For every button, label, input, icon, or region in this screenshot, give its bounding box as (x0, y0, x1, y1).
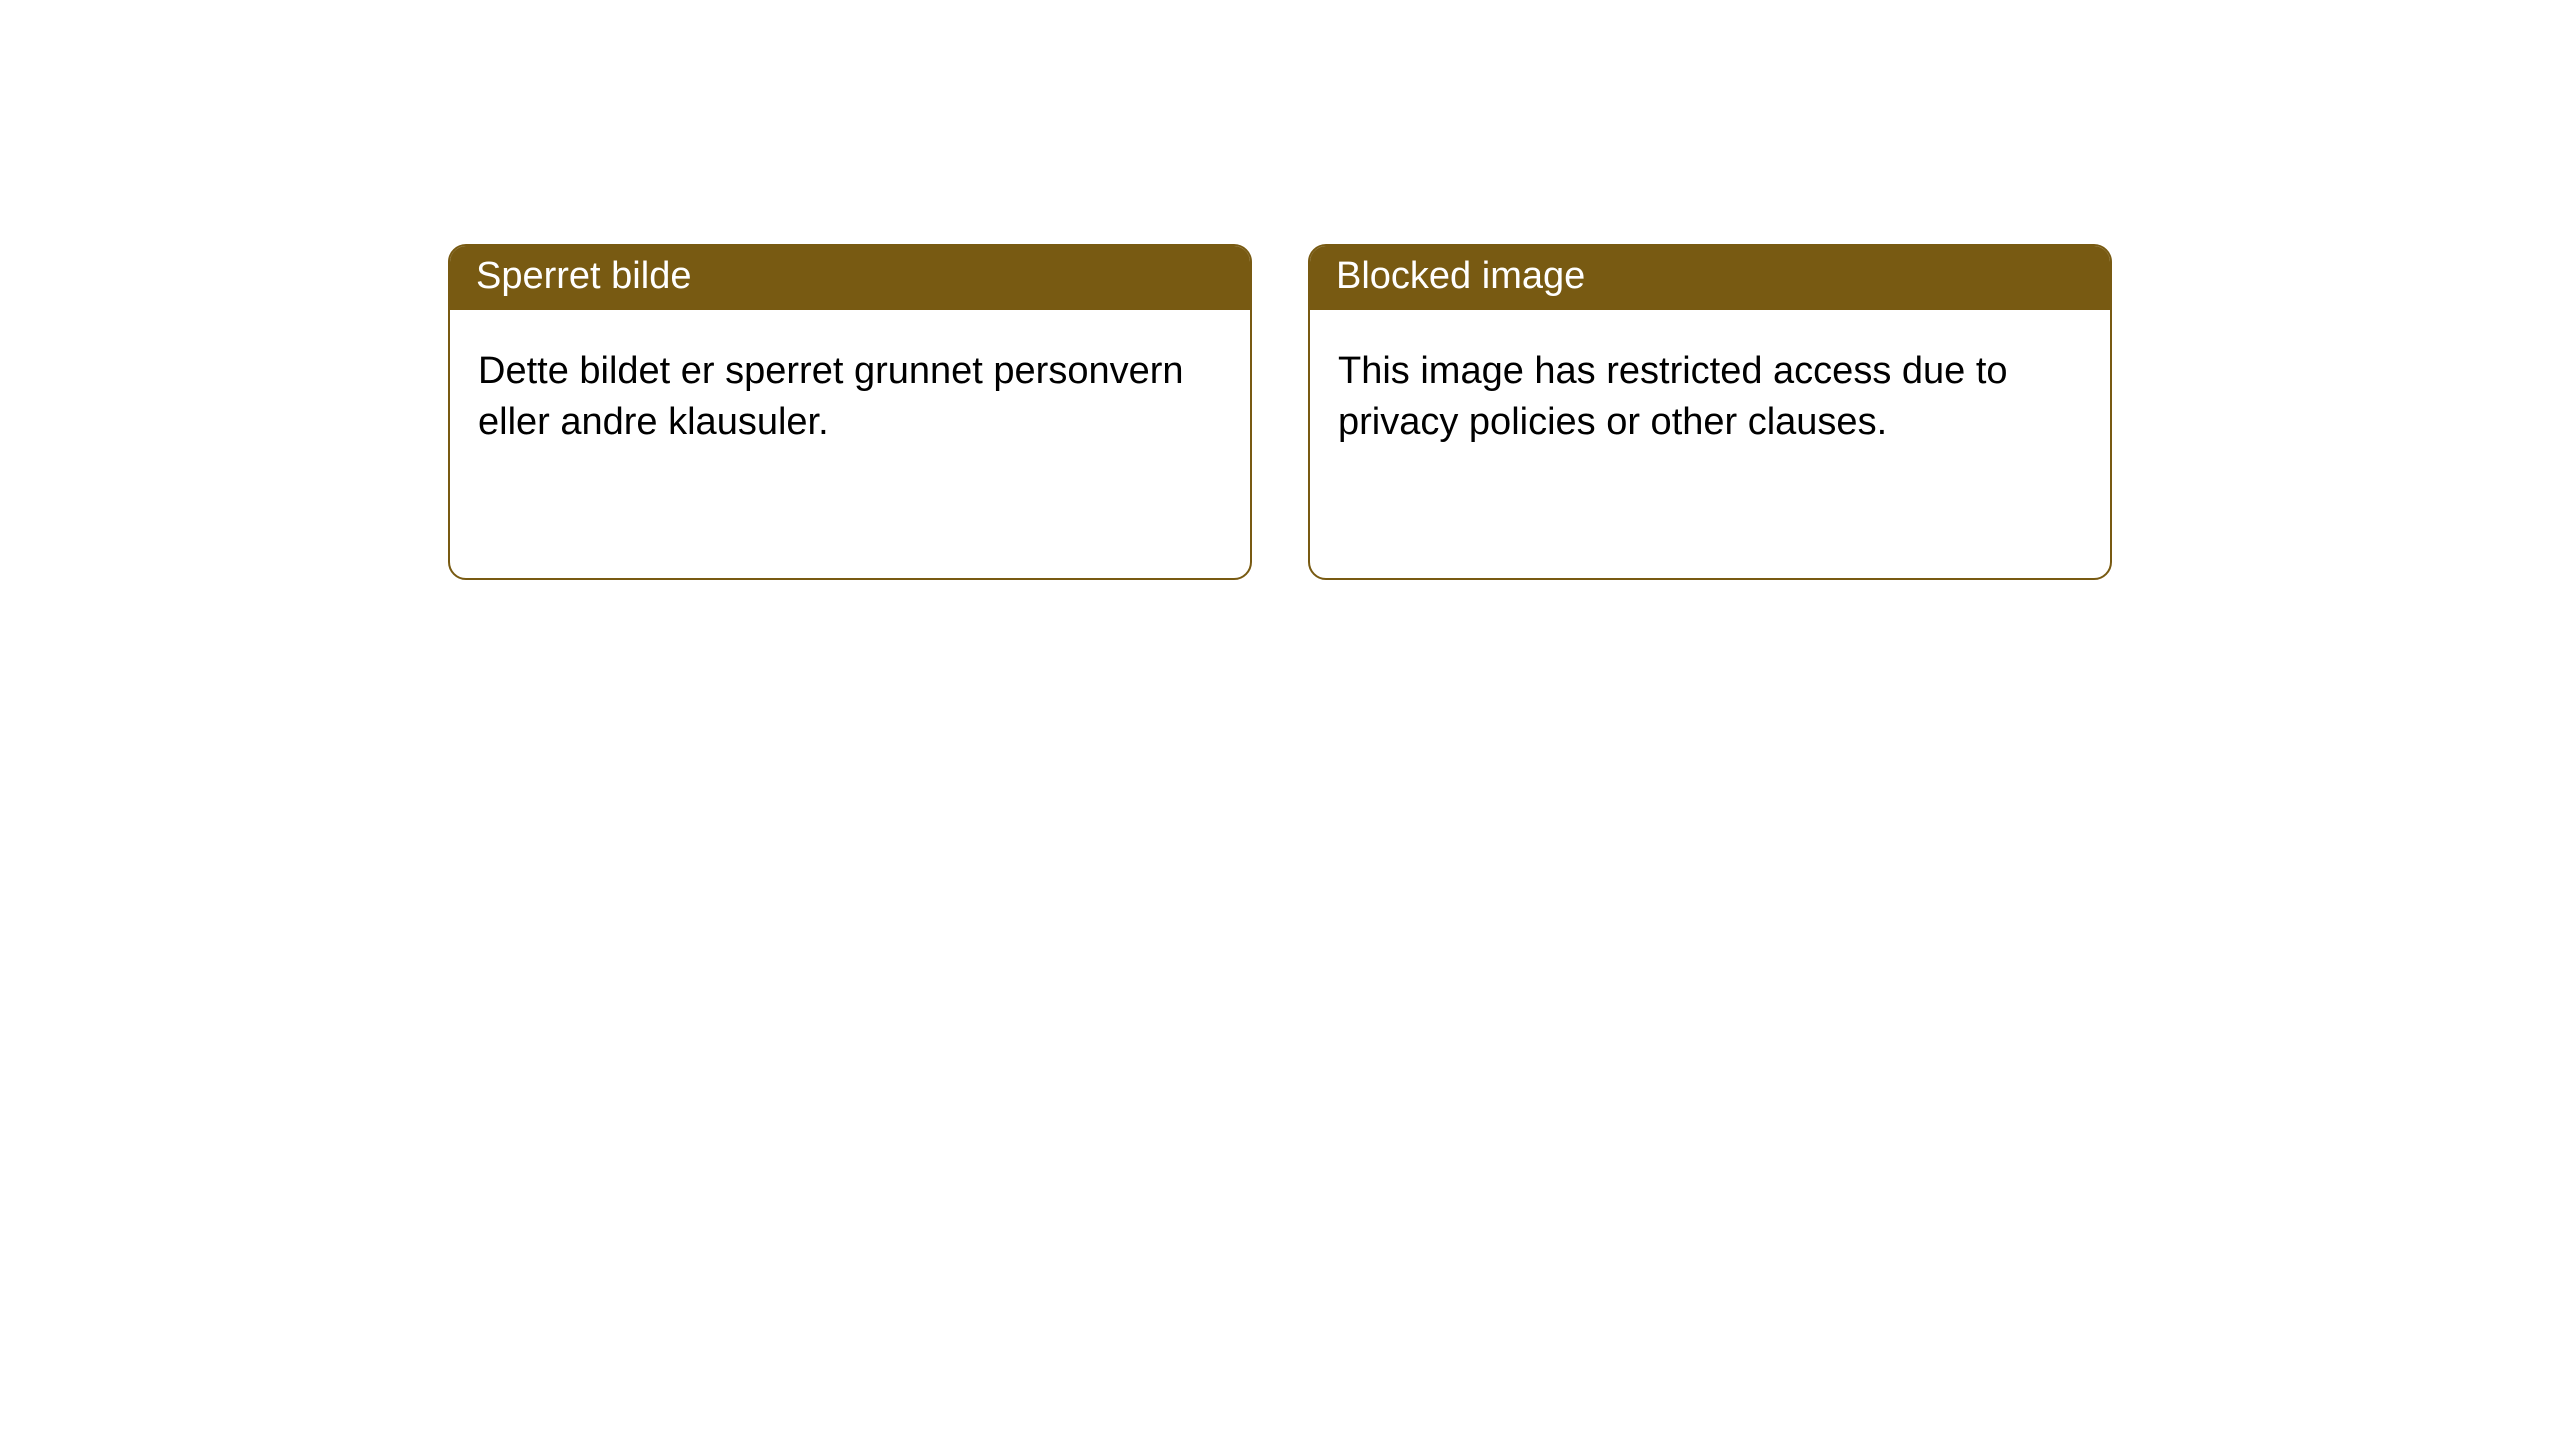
notice-container: Sperret bilde Dette bildet er sperret gr… (0, 0, 2560, 580)
notice-body-english: This image has restricted access due to … (1310, 310, 2110, 477)
notice-title-english: Blocked image (1310, 246, 2110, 310)
notice-card-norwegian: Sperret bilde Dette bildet er sperret gr… (448, 244, 1252, 580)
notice-card-english: Blocked image This image has restricted … (1308, 244, 2112, 580)
notice-title-norwegian: Sperret bilde (450, 246, 1250, 310)
notice-body-norwegian: Dette bildet er sperret grunnet personve… (450, 310, 1250, 477)
